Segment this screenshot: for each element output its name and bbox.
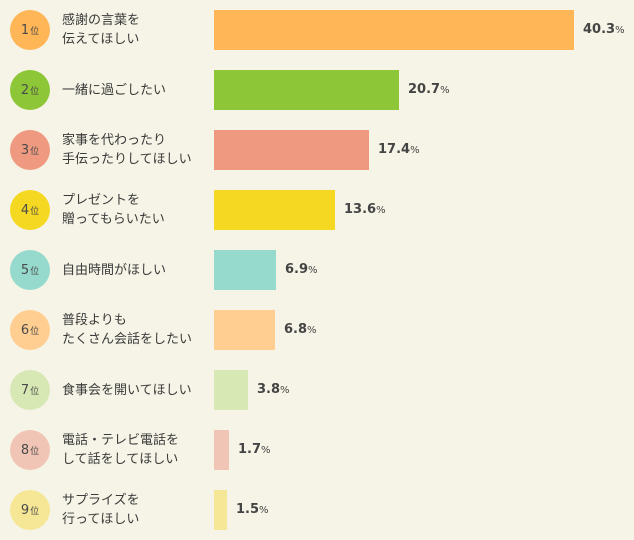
category-label-line: 自由時間がほしい: [62, 262, 167, 278]
bar: [214, 130, 369, 170]
category-label-line: 家事を代わったり: [62, 133, 167, 148]
category-label-line: たくさん会話をしたい: [62, 332, 193, 347]
data-label-value: 13.6: [344, 202, 377, 217]
rank-unit: 位: [30, 326, 40, 337]
category-label-line: 感謝の言葉を: [62, 13, 141, 28]
rank-number: 2: [20, 82, 30, 98]
bar: [214, 490, 227, 530]
rank-number: 9: [20, 502, 30, 518]
category-label: 普段よりもたくさん会話をしたい: [62, 300, 207, 360]
data-label-unit: %: [308, 265, 318, 276]
data-label-value: 17.4: [378, 142, 411, 157]
rank-unit: 位: [30, 506, 40, 517]
bar: [214, 10, 574, 50]
rank-number: 1: [20, 22, 30, 38]
ranking-row: 8 位電話・テレビ電話を して話をしてほしい 1.7%: [0, 420, 634, 480]
rank-number: 7: [20, 382, 30, 398]
data-label-value: 20.7: [408, 82, 441, 97]
data-label: 17.4%: [378, 130, 420, 170]
data-label-unit: %: [280, 385, 290, 396]
data-label: 1.7%: [238, 430, 271, 470]
category-label-line: 一緒に過ごしたい: [62, 82, 167, 98]
bar: [214, 430, 229, 470]
category-label: 電話・テレビ電話を して話をしてほしい: [62, 420, 207, 480]
bar: [214, 310, 275, 350]
data-label-unit: %: [410, 145, 420, 156]
data-label: 6.8%: [284, 310, 317, 350]
rank-unit: 位: [30, 206, 40, 217]
data-label-value: 40.3: [583, 22, 616, 37]
data-label-unit: %: [440, 85, 450, 96]
data-label-value: 6.8: [284, 322, 308, 337]
data-label: 1.5%: [236, 490, 269, 530]
bar: [214, 190, 335, 230]
ranking-row: 4 位プレゼントを 贈ってもらいたい 13.6%: [0, 180, 634, 240]
category-label-line: 伝えてほしい: [62, 32, 140, 47]
data-label-unit: %: [307, 325, 317, 336]
category-label-line: 手伝ったりしてほしい: [62, 152, 192, 167]
ranking-row: 6 位普段よりも たくさん会話をしたい 6.8%: [0, 300, 634, 360]
rank-number: 6: [20, 322, 30, 338]
category-label: 自由時間がほしい: [62, 240, 207, 300]
rank-unit: 位: [30, 386, 40, 397]
rank-unit: 位: [30, 266, 40, 277]
ranking-row: 5 位自由時間がほしい 6.9%: [0, 240, 634, 300]
data-label: 20.7%: [408, 70, 450, 110]
rank-number: 8: [20, 442, 30, 458]
category-label-line: 普段よりも: [62, 313, 127, 328]
rank-unit: 位: [30, 146, 40, 157]
bar: [214, 250, 276, 290]
category-label: 食事会を開いてほしい: [62, 360, 207, 420]
rank-number: 4: [20, 202, 30, 218]
data-label-value: 6.9: [285, 262, 309, 277]
data-label: 6.9%: [285, 250, 318, 290]
category-label-line: 食事会を開いてほしい: [62, 382, 192, 398]
data-label: 3.8%: [257, 370, 290, 410]
rank-number: 3: [20, 142, 30, 158]
category-label-line: プレゼントを: [62, 193, 141, 208]
category-label-line: 贈ってもらいたい: [62, 212, 165, 227]
bar: [214, 370, 248, 410]
category-label-line: サプライズを: [62, 493, 140, 508]
category-label-line: して話をしてほしい: [62, 452, 179, 467]
data-label: 40.3%: [583, 10, 625, 50]
data-label-value: 1.7: [238, 442, 262, 457]
data-label-unit: %: [261, 445, 271, 456]
data-label: 13.6%: [344, 190, 386, 230]
rank-number: 5: [20, 262, 30, 278]
rank-unit: 位: [30, 446, 40, 457]
category-label: 家事を代わったり手伝ったりしてほしい: [62, 120, 207, 180]
rank-unit: 位: [30, 26, 40, 37]
category-label-line: 電話・テレビ電話を: [62, 433, 180, 448]
ranking-row: 2 位一緒に過ごしたい 20.7%: [0, 60, 634, 120]
category-label: サプライズを 行ってほしい: [62, 480, 207, 540]
category-label: 一緒に過ごしたい: [62, 60, 207, 120]
category-label-line: 行ってほしい: [62, 512, 140, 527]
rank-unit: 位: [30, 86, 40, 97]
category-label: プレゼントを贈ってもらいたい: [62, 180, 207, 240]
data-label-value: 1.5: [236, 502, 260, 517]
ranking-row: 9 位サプライズを 行ってほしい 1.5%: [0, 480, 634, 540]
ranking-row: 3 位家事を代わったり 手伝ったりしてほしい 17.4%: [0, 120, 634, 180]
category-label: 感謝の言葉を 伝えてほしい: [62, 0, 207, 60]
ranking-row: 1 位感謝の言葉を 伝えてほしい 40.3%: [0, 0, 634, 60]
data-label-value: 3.8: [257, 382, 281, 397]
data-label-unit: %: [615, 25, 625, 36]
data-label-unit: %: [259, 505, 269, 516]
data-label-unit: %: [376, 205, 386, 216]
bar: [214, 70, 399, 110]
ranking-row: 7 位食事会を開いてほしい 3.8%: [0, 360, 634, 420]
